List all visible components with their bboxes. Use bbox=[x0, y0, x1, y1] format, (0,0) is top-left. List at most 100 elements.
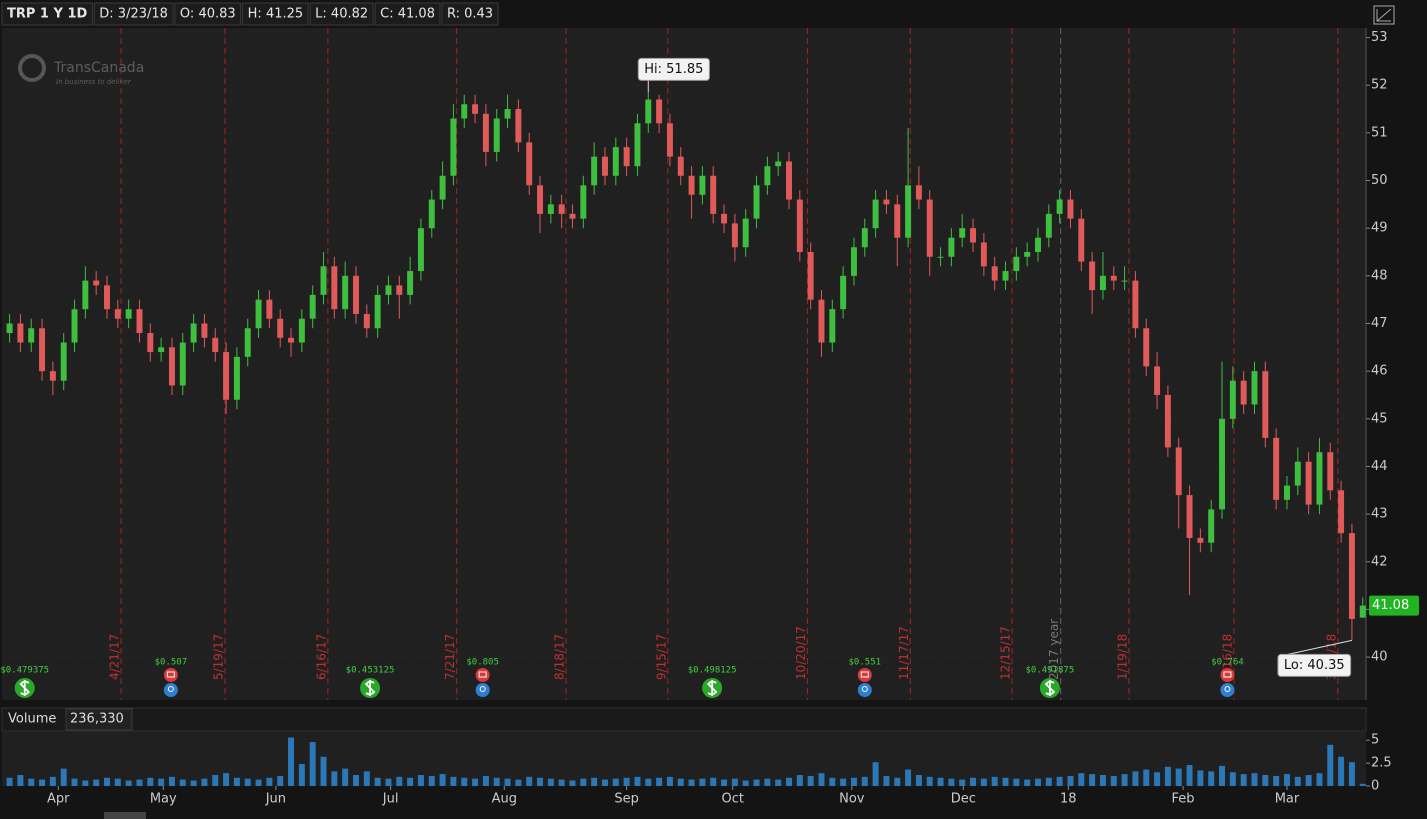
candle-body bbox=[948, 237, 955, 257]
volume-bar bbox=[991, 776, 998, 786]
dividend-icon[interactable] bbox=[14, 678, 35, 698]
candle-body bbox=[493, 118, 500, 152]
candle-body bbox=[136, 309, 143, 334]
candle-body bbox=[309, 294, 316, 319]
volume-bar bbox=[461, 777, 468, 786]
candle-body bbox=[547, 204, 554, 214]
settings-icon-glyph bbox=[1376, 8, 1392, 22]
header-box bbox=[1, 2, 93, 26]
volume-title: Volume bbox=[8, 712, 56, 727]
earnings-icon[interactable] bbox=[857, 668, 872, 697]
candle-body bbox=[569, 213, 576, 219]
candle-body bbox=[1056, 199, 1063, 214]
conference-circle bbox=[857, 683, 872, 697]
volume-bar bbox=[277, 775, 284, 786]
candle-body bbox=[49, 371, 56, 381]
volume-bar bbox=[623, 777, 630, 786]
dividend-glyph bbox=[1044, 680, 1056, 696]
volume-bar bbox=[526, 776, 533, 786]
candle-body bbox=[1110, 275, 1117, 281]
candle-body bbox=[1348, 533, 1355, 619]
volume-bar bbox=[60, 768, 67, 786]
candle-body bbox=[666, 123, 673, 157]
earnings-icon[interactable] bbox=[475, 668, 490, 697]
volume-bar bbox=[493, 777, 500, 786]
volume-bar bbox=[1251, 773, 1258, 786]
earnings-glyph bbox=[478, 671, 487, 678]
dividend-glyph bbox=[19, 680, 31, 696]
watermark-title: TransCanada bbox=[53, 60, 144, 76]
earnings-icon[interactable] bbox=[1220, 668, 1235, 697]
watermark-logo bbox=[18, 54, 46, 82]
scrollbar[interactable] bbox=[104, 812, 146, 819]
y-tick-label: 53 bbox=[1371, 30, 1388, 45]
header-box bbox=[242, 2, 309, 26]
conference-circle bbox=[1220, 683, 1235, 697]
candle-body bbox=[298, 318, 305, 343]
volume-bar bbox=[948, 778, 955, 786]
volume-bar bbox=[439, 774, 446, 786]
candle-body bbox=[1273, 437, 1280, 500]
candle-body bbox=[1154, 366, 1161, 395]
last-price-box bbox=[1369, 595, 1419, 616]
volume-bar bbox=[212, 775, 219, 786]
volume-bar bbox=[742, 780, 749, 786]
candle-body bbox=[515, 109, 522, 143]
conference-glyph bbox=[861, 686, 868, 692]
candle-body bbox=[71, 309, 78, 343]
dividend-icon[interactable] bbox=[702, 678, 723, 698]
candle-body bbox=[645, 99, 652, 124]
watermark-subtitle: In business to deliver bbox=[56, 78, 132, 86]
volume-bar bbox=[504, 778, 511, 786]
candle-body bbox=[168, 347, 175, 386]
header-item: H: 41.25 bbox=[248, 7, 304, 22]
lo-label: Lo: 40.35 bbox=[1284, 658, 1345, 673]
volume-bar bbox=[601, 779, 608, 786]
last-price-label: 41.08 bbox=[1372, 598, 1409, 613]
earnings-circle bbox=[857, 668, 872, 682]
candle-body bbox=[1197, 537, 1204, 543]
candle-body bbox=[1035, 237, 1041, 252]
dividend-label: $0.479375 bbox=[0, 666, 49, 676]
candle-body bbox=[1143, 328, 1150, 367]
candle-body bbox=[688, 175, 695, 195]
candle-body bbox=[980, 242, 987, 267]
volume-bar bbox=[417, 775, 424, 786]
candle-body bbox=[1121, 280, 1128, 282]
volume-bar bbox=[1305, 775, 1312, 786]
volume-bar bbox=[201, 778, 208, 786]
candle-body bbox=[526, 142, 533, 186]
candle-body bbox=[60, 342, 67, 381]
volume-bar bbox=[1013, 778, 1020, 786]
candle-body bbox=[1067, 199, 1074, 219]
volume-bar bbox=[699, 778, 706, 786]
candle-body bbox=[1132, 280, 1139, 329]
conference-glyph bbox=[1224, 686, 1231, 692]
candle-body bbox=[764, 166, 771, 186]
candle-body bbox=[212, 337, 219, 353]
volume-bar bbox=[515, 779, 522, 786]
dividend-icon[interactable] bbox=[360, 678, 381, 698]
candle-body bbox=[28, 328, 35, 343]
volume-bar bbox=[472, 778, 479, 786]
y-tick-label: 45 bbox=[1371, 411, 1388, 426]
period-label: 1/19/18 bbox=[1115, 634, 1129, 680]
candle-body bbox=[190, 323, 197, 343]
dividend-icon[interactable] bbox=[1039, 678, 1060, 698]
candle-body bbox=[17, 323, 24, 343]
candle-body bbox=[753, 185, 760, 219]
volume-bar bbox=[1067, 775, 1074, 786]
earnings-glyph bbox=[166, 671, 175, 678]
earnings-circle bbox=[475, 668, 490, 682]
dividend-glyph bbox=[364, 680, 376, 696]
volume-bar bbox=[136, 779, 143, 786]
earnings-icon[interactable] bbox=[163, 668, 178, 697]
candle-body bbox=[158, 347, 165, 353]
settings-icon[interactable] bbox=[1373, 5, 1395, 25]
candle-body bbox=[439, 175, 446, 200]
candle-body bbox=[699, 175, 706, 195]
candle-body bbox=[1316, 452, 1323, 505]
candle-body bbox=[374, 294, 381, 329]
